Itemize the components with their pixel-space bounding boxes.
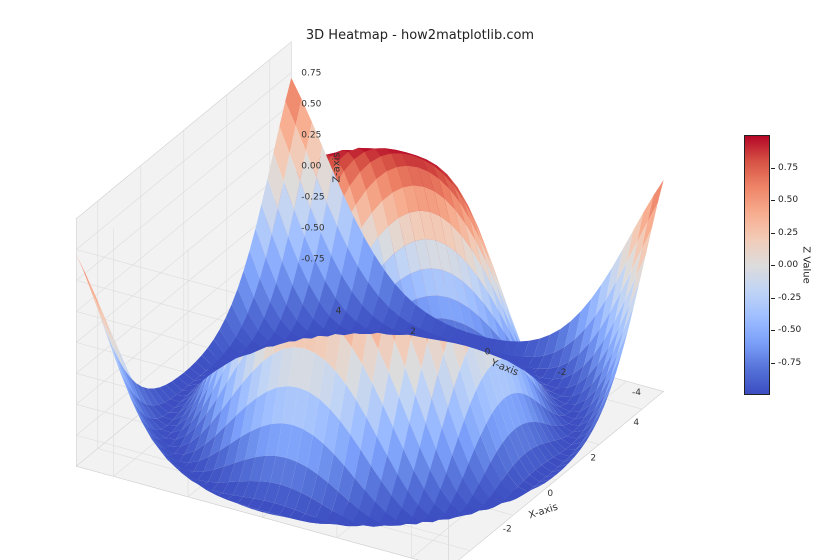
svg-text:X-axis: X-axis (527, 502, 559, 522)
axes-3d: -4-2024-4-2024-0.75-0.50-0.250.000.250.5… (60, 60, 680, 520)
svg-text:0.75: 0.75 (301, 69, 321, 79)
svg-text:-0.75: -0.75 (301, 254, 324, 264)
colorbar-ticklabel: -0.50 (778, 325, 801, 335)
svg-text:-0.50: -0.50 (301, 223, 325, 233)
svg-text:0.00: 0.00 (301, 161, 321, 171)
colorbar-ticklabel: -0.75 (778, 358, 801, 368)
svg-text:0: 0 (547, 489, 553, 499)
svg-text:-4: -4 (632, 388, 641, 398)
colorbar-ticklabel: 0.00 (778, 260, 798, 270)
svg-text:0: 0 (485, 347, 491, 357)
colorbar-tick (771, 363, 775, 364)
svg-text:-0.25: -0.25 (301, 192, 324, 202)
colorbar-tick (771, 168, 775, 169)
svg-text:-2: -2 (503, 524, 512, 534)
colorbar-ticklabel: 0.75 (778, 163, 798, 173)
colorbar-tick (771, 265, 775, 266)
colorbar-label: Z Value (800, 246, 811, 284)
svg-text:0.50: 0.50 (301, 100, 321, 110)
chart-title: 3D Heatmap - how2matplotlib.com (0, 28, 840, 43)
colorbar-tick (771, 330, 775, 331)
svg-text:Z-axis: Z-axis (331, 152, 342, 182)
colorbar: -0.75-0.50-0.250.000.250.500.75 Z Value (744, 135, 770, 395)
svg-text:2: 2 (410, 327, 416, 337)
svg-text:4: 4 (336, 307, 342, 317)
svg-text:2: 2 (590, 454, 596, 464)
colorbar-tick (771, 298, 775, 299)
colorbar-ticklabel: 0.25 (778, 228, 798, 238)
colorbar-ticklabel: 0.50 (778, 195, 798, 205)
axes-3d-svg: -4-2024-4-2024-0.75-0.50-0.250.000.250.5… (60, 60, 680, 520)
figure: 3D Heatmap - how2matplotlib.com -4 -2 0 2 4 -… (0, 0, 840, 560)
svg-text:-2: -2 (557, 368, 566, 378)
colorbar-ticklabel: -0.25 (778, 293, 801, 303)
colorbar-tick (771, 200, 775, 201)
svg-text:0.25: 0.25 (301, 131, 321, 141)
colorbar-outline (744, 135, 770, 395)
svg-text:4: 4 (633, 418, 639, 428)
colorbar-tick (771, 233, 775, 234)
